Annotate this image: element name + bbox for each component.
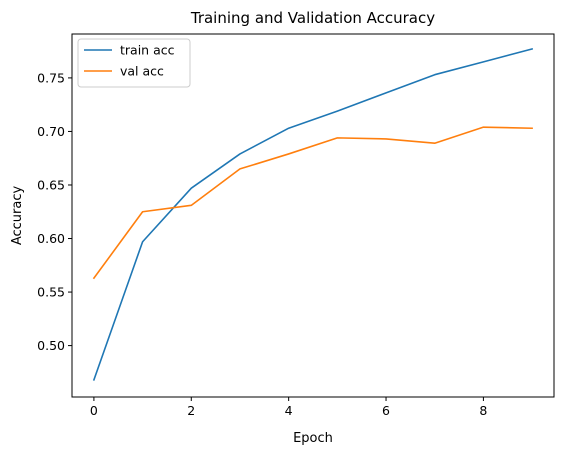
y-tick-label: 0.65 <box>37 177 65 192</box>
x-tick-label: 8 <box>479 403 487 418</box>
axes-frame <box>71 33 555 398</box>
series-line-val-acc <box>92 126 533 280</box>
x-axis-ticks: 0 2 4 6 8 <box>90 397 487 418</box>
y-tick-label: 0.55 <box>37 285 65 300</box>
x-axis-label: Epoch <box>293 431 333 446</box>
y-tick-label: 0.50 <box>37 338 65 353</box>
x-tick-label: 0 <box>90 403 98 418</box>
plot-area <box>92 48 534 381</box>
x-tick-label: 4 <box>285 403 293 418</box>
legend: train acc val acc <box>77 38 191 88</box>
chart-title: Training and Validation Accuracy <box>190 9 435 27</box>
y-tick-label: 0.75 <box>37 70 65 85</box>
y-axis-label: Accuracy <box>10 186 25 246</box>
legend-label: train acc <box>120 43 175 58</box>
legend-box <box>77 38 191 88</box>
x-tick-label: 2 <box>187 403 195 418</box>
y-axis-ticks: 0.50 0.55 0.60 0.65 0.70 0.75 <box>37 70 72 353</box>
y-tick-label: 0.70 <box>37 124 65 139</box>
series-line-train-acc <box>92 48 534 381</box>
x-tick-label: 6 <box>382 403 390 418</box>
legend-label: val acc <box>120 64 164 79</box>
y-tick-label: 0.60 <box>37 231 65 246</box>
